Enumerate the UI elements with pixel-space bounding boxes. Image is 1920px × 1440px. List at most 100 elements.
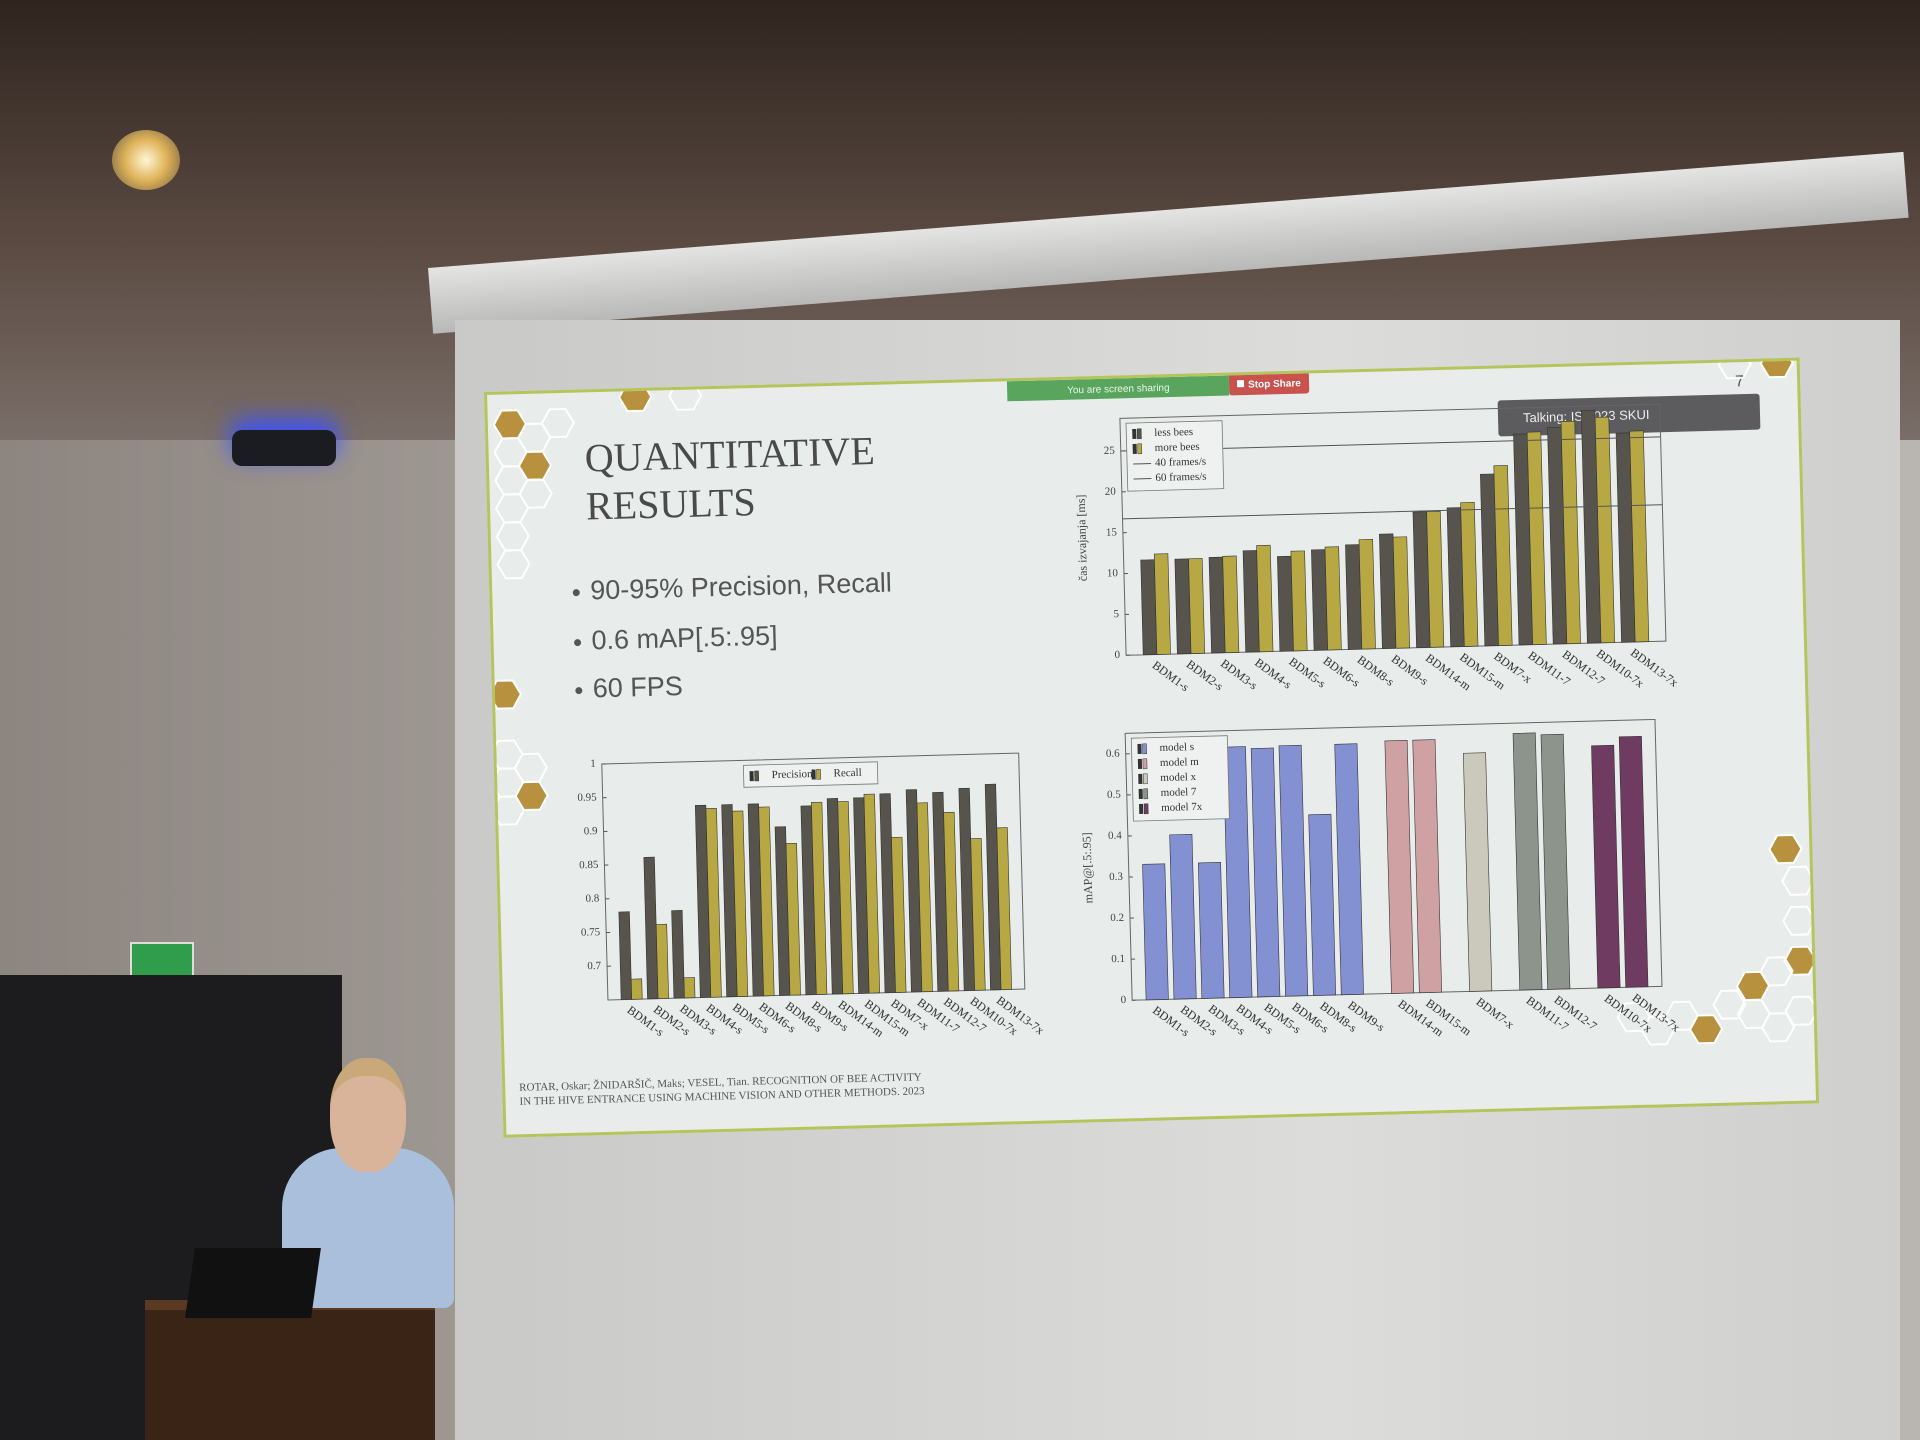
bullet-dot	[574, 639, 582, 647]
bar	[1560, 420, 1581, 645]
legend-swatch	[749, 771, 754, 782]
bar	[1412, 739, 1442, 994]
bar	[996, 827, 1012, 990]
legend-box	[1125, 420, 1225, 492]
honeycomb	[494, 493, 530, 524]
bar	[891, 836, 907, 993]
y-tick-label: 1	[590, 758, 596, 770]
honeycomb	[540, 407, 575, 439]
bar	[1591, 744, 1621, 989]
bar	[1188, 558, 1206, 654]
bar	[1493, 465, 1513, 646]
x-tick-label: BDM2-s	[1184, 657, 1226, 693]
y-tick-label: 0	[1120, 994, 1126, 1006]
page-number: 7	[1735, 373, 1744, 390]
bar	[1426, 511, 1445, 648]
y-tick-label: 0.8	[585, 893, 600, 905]
y-tick-label: 0.6	[1106, 748, 1121, 760]
x-tick-label: BDM3-s	[1218, 656, 1260, 692]
x-tick-label: BDM9-s	[1389, 652, 1431, 688]
bar	[1594, 416, 1615, 644]
legend-swatch	[754, 770, 760, 782]
x-tick-label: BDM1-s	[1150, 658, 1192, 694]
slide: 7 QUANTITATIVE RESULTS 90-95% Precision,…	[484, 348, 1820, 1138]
bar	[1512, 732, 1543, 991]
bar	[1142, 863, 1169, 1001]
legend-swatch	[1143, 788, 1149, 800]
bar	[1526, 431, 1547, 645]
slide-canvas: 7 QUANTITATIVE RESULTS 90-95% Precision,…	[487, 348, 1819, 1108]
y-tick-label: 25	[1104, 445, 1116, 457]
y-tick-label: 0.75	[581, 926, 601, 939]
bar	[916, 802, 933, 993]
reference-line	[1122, 504, 1663, 520]
bar	[943, 811, 960, 992]
bar	[671, 910, 685, 999]
bar	[811, 801, 828, 995]
bar	[1169, 834, 1197, 1000]
bar	[1140, 559, 1158, 656]
honeycomb	[1782, 905, 1817, 936]
legend-label: model s	[1159, 741, 1194, 754]
y-axis-label: mAP@[.5:.95]	[1079, 832, 1095, 903]
legend-label: Precision	[771, 768, 813, 781]
y-tick-label: 0.5	[1107, 789, 1122, 801]
bar	[705, 807, 722, 998]
legend-label: less bees	[1154, 426, 1193, 439]
stop-share-button[interactable]	[1228, 371, 1310, 396]
bar	[1460, 501, 1479, 647]
bar	[785, 842, 801, 996]
ceiling-light	[112, 130, 180, 190]
legend-swatch	[1142, 773, 1148, 785]
honeycomb	[514, 780, 549, 812]
bar	[837, 801, 854, 995]
bar	[683, 977, 696, 999]
stop-share-label[interactable]: Stop Share	[1248, 378, 1301, 390]
bar	[1334, 743, 1364, 996]
y-tick-label: 0.4	[1108, 830, 1123, 842]
legend-swatch	[811, 769, 816, 780]
legend-swatch	[1137, 443, 1143, 455]
honeycomb	[1712, 989, 1747, 1020]
bullet-dot	[572, 589, 580, 597]
x-tick-label: BDM8-s	[1355, 653, 1397, 689]
legend-swatch	[1139, 803, 1144, 814]
y-tick-label: 10	[1107, 567, 1119, 579]
legend-swatch	[1142, 758, 1148, 770]
legend-label: model 7	[1161, 786, 1198, 799]
honeycomb	[1688, 1014, 1724, 1045]
legend-label: model m	[1160, 756, 1200, 769]
y-tick-label: 5	[1113, 608, 1119, 620]
bar	[1540, 733, 1571, 990]
bar	[1290, 550, 1308, 652]
bullet: 90-95% Precision, Recall	[590, 568, 892, 606]
sharing-notice: You are screen sharing	[1067, 383, 1170, 397]
honeycomb	[517, 422, 552, 453]
legend-label: 60 frames/s	[1155, 471, 1206, 484]
bar	[1278, 744, 1309, 997]
honeycomb	[495, 521, 530, 552]
bullet: 60 FPS	[592, 671, 683, 703]
legend-label: 40 frames/s	[1155, 456, 1206, 469]
bar	[1392, 536, 1410, 649]
bar	[970, 838, 986, 991]
y-tick-label: 0.3	[1109, 871, 1124, 883]
y-tick-label: 0.9	[584, 825, 599, 837]
y-tick-label: 15	[1106, 526, 1118, 538]
legend-label: more bees	[1155, 441, 1200, 454]
y-tick-label: 0.1	[1111, 953, 1125, 965]
y-tick-label: 0.7	[587, 960, 602, 972]
bar	[1618, 735, 1649, 988]
bar	[1324, 546, 1342, 651]
legend-label: model x	[1160, 771, 1197, 784]
bar	[1222, 746, 1253, 998]
bar	[655, 923, 669, 999]
x-tick-label: BDM7-x	[1474, 995, 1517, 1032]
sharing-bar	[1006, 375, 1230, 402]
bar	[1222, 555, 1240, 653]
stop-icon	[1236, 380, 1245, 388]
bar	[1198, 862, 1225, 999]
bullet: 0.6 mAP[.5:.95]	[591, 621, 778, 656]
bar	[618, 911, 633, 1000]
legend-box	[742, 761, 879, 788]
